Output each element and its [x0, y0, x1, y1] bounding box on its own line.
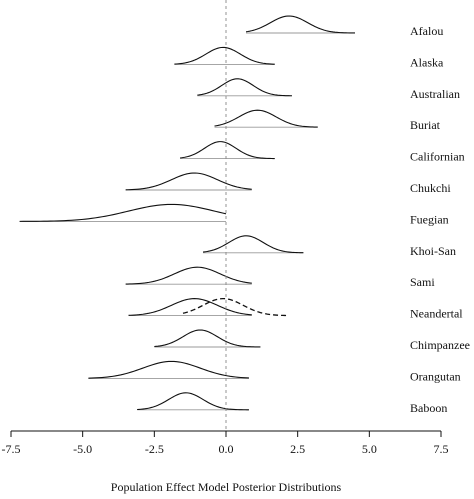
density-curve-7 — [203, 235, 304, 254]
population-label: Orangutan — [410, 369, 461, 383]
population-labels: Afalou Alaska Australian Buriat Californian C… — [410, 24, 470, 415]
population-label: Khoi-San — [410, 244, 456, 258]
density-curve-5 — [125, 172, 252, 191]
density-curve-8 — [125, 266, 252, 285]
population-label: Australian — [410, 87, 460, 101]
density-curve-3 — [214, 109, 318, 128]
density-curve-10 — [154, 329, 261, 348]
density-curve-4 — [180, 141, 275, 160]
density-curve-0 — [245, 15, 356, 34]
population-label: Californian — [410, 150, 465, 164]
population-label: Afalou — [410, 24, 443, 38]
density-curve-6 — [19, 203, 227, 222]
population-label: Neandertal — [410, 307, 463, 321]
density-curve-1 — [174, 46, 275, 65]
population-label: Baboon — [410, 401, 447, 415]
ridges-layer — [19, 15, 356, 411]
density-curve-9 — [128, 298, 252, 316]
density-curve-dashed-9 — [182, 297, 287, 317]
x-axis-label: Population Effect Model Posterior Distri… — [111, 480, 342, 494]
density-curve-11 — [88, 360, 249, 379]
x-tick-label: -5.0 — [73, 442, 92, 456]
x-axis: -7.5 -5.0 -2.5 0.0 2.5 5.0 7.5 — [2, 430, 449, 456]
x-tick-label: -7.5 — [2, 442, 21, 456]
x-tick-label: -2.5 — [145, 442, 164, 456]
population-label: Chimpanzee — [410, 338, 470, 352]
x-tick-label: 2.5 — [290, 442, 305, 456]
density-curve-12 — [137, 392, 249, 411]
x-tick-label: 7.5 — [434, 442, 449, 456]
population-label: Buriat — [410, 118, 441, 132]
x-tick-label: 0.0 — [219, 442, 234, 456]
population-label: Alaska — [410, 55, 444, 69]
density-curve-2 — [197, 78, 292, 97]
population-label: Fuegian — [410, 212, 449, 226]
population-label: Sami — [410, 275, 435, 289]
population-label: Chukchi — [410, 181, 451, 195]
x-tick-label: 5.0 — [362, 442, 377, 456]
